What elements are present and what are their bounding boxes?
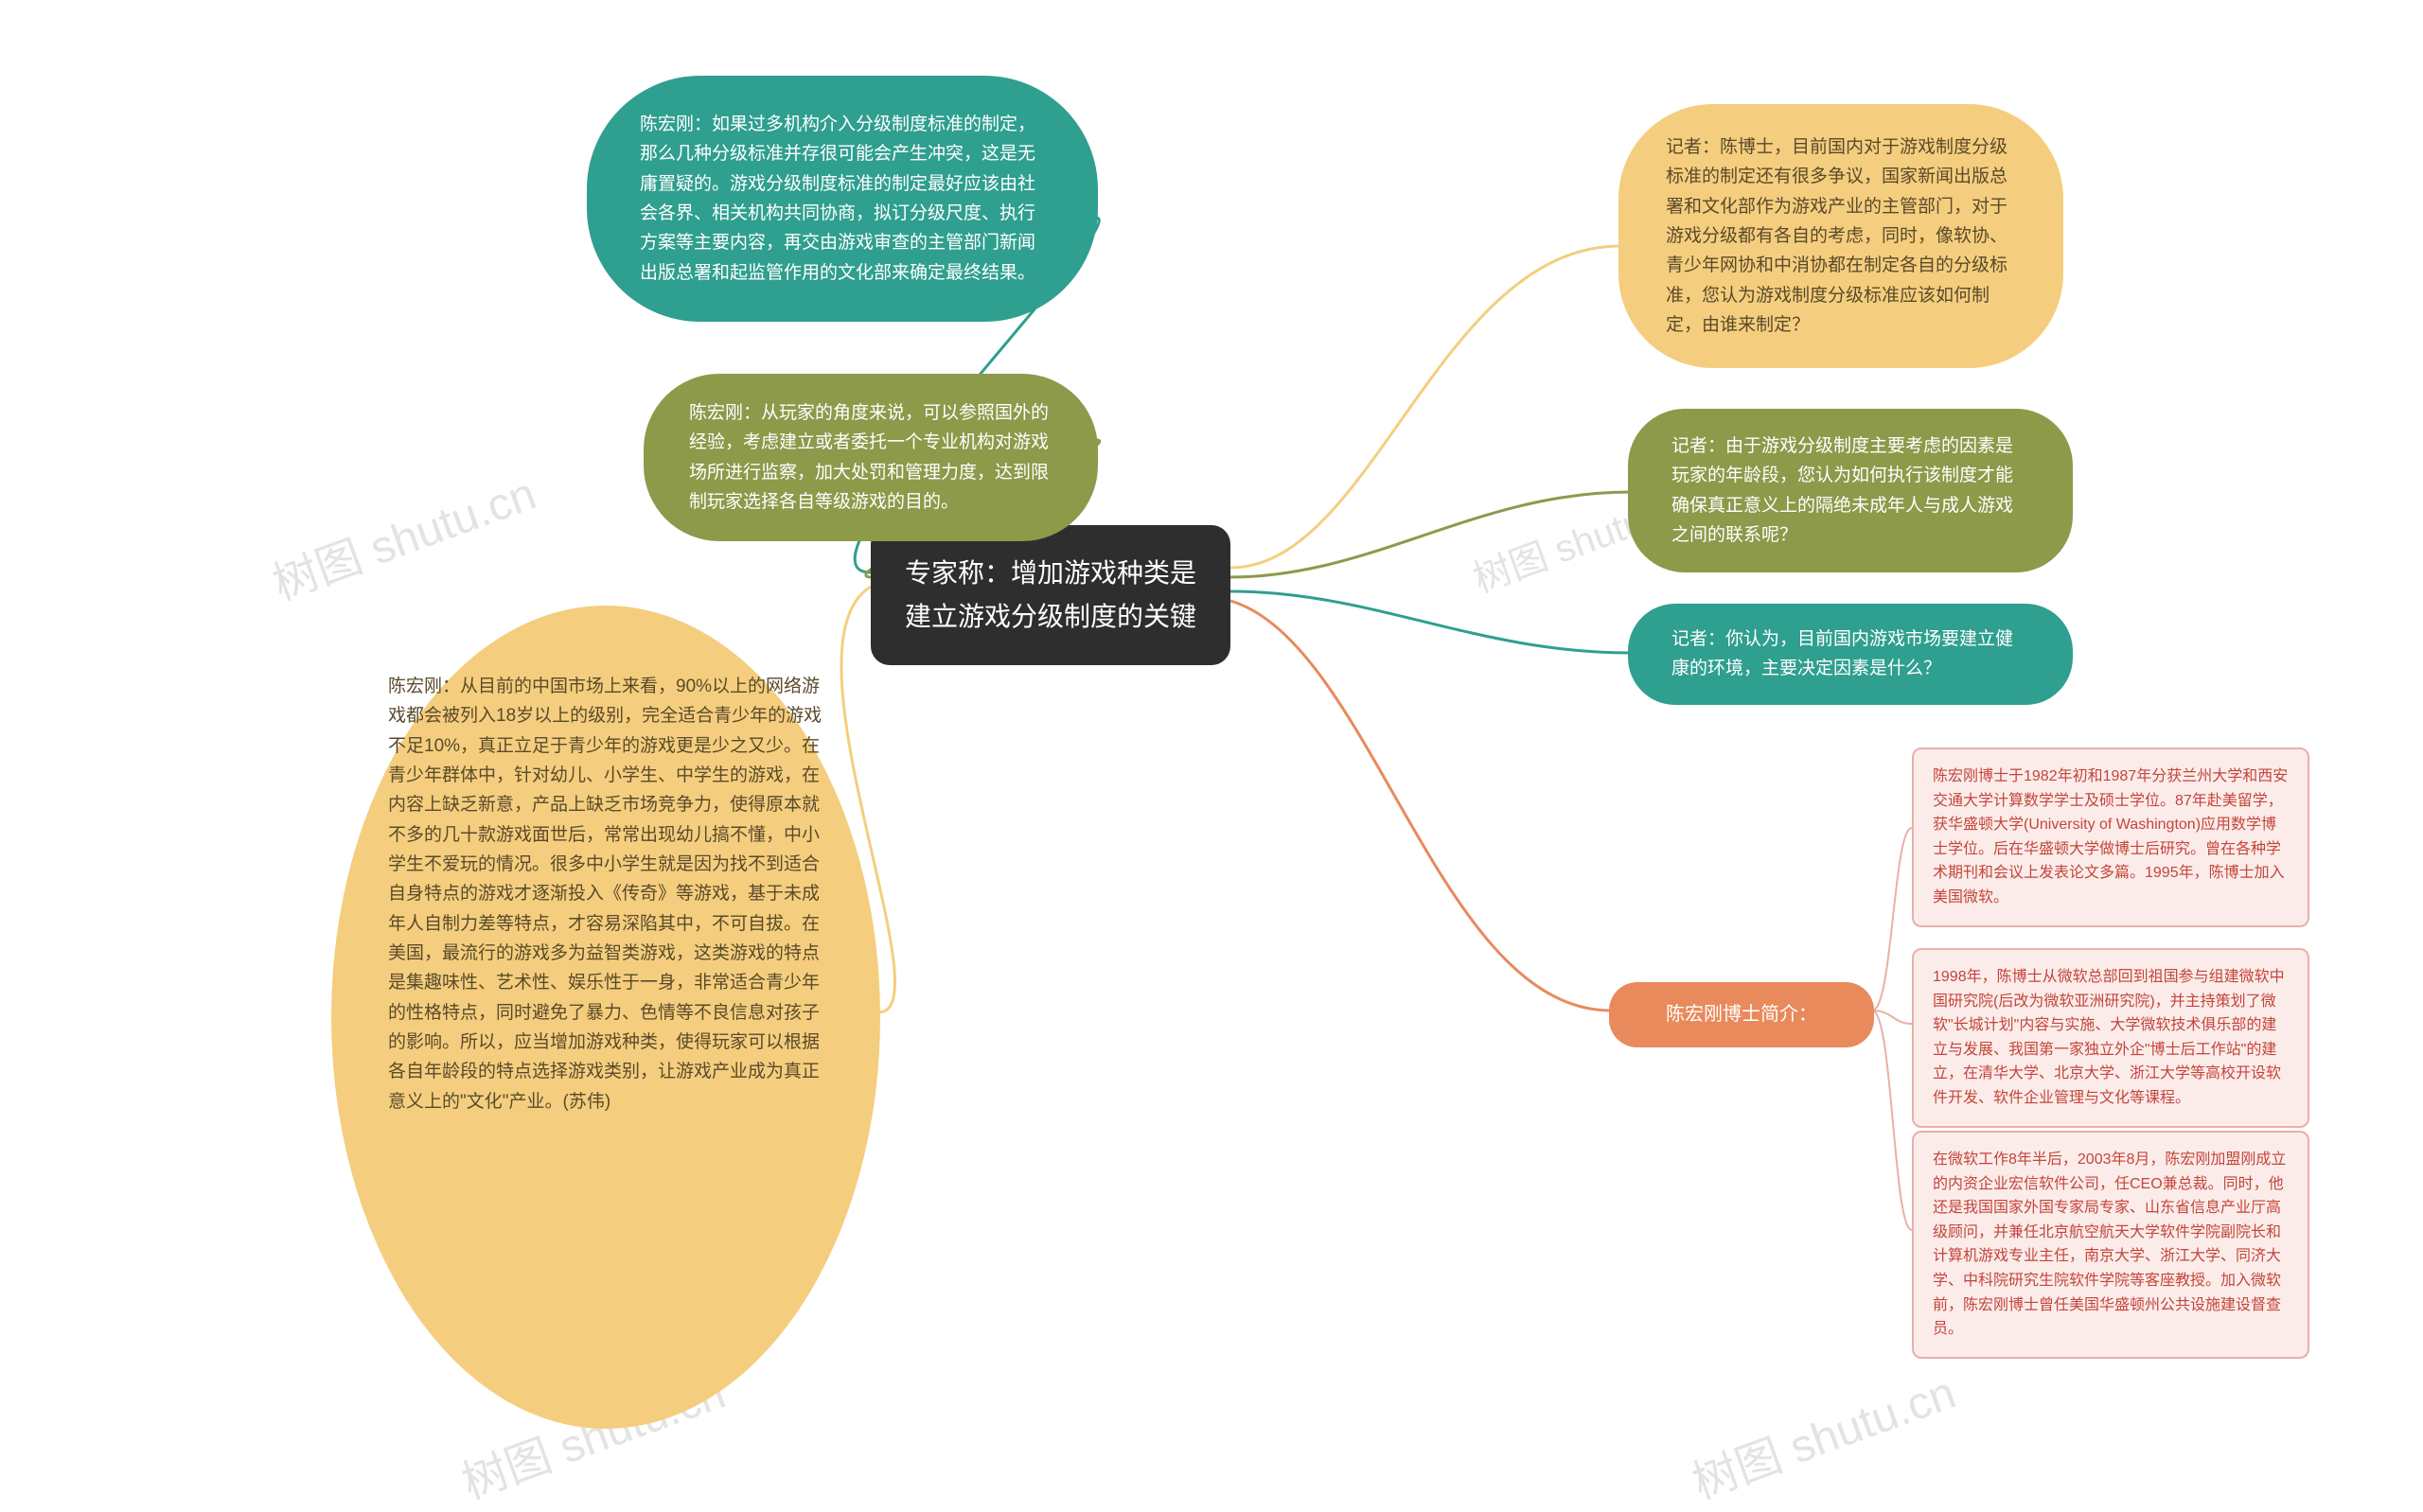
branch-right-yellow[interactable]: 记者：陈博士，目前国内对于游戏制度分级标准的制定还有很多争议，国家新闻出版总署和…: [1618, 104, 2063, 368]
branch-right-teal[interactable]: 记者：你认为，目前国内游戏市场要建立健康的环境，主要决定因素是什么？: [1628, 604, 2073, 705]
branch-right-olive[interactable]: 记者：由于游戏分级制度主要考虑的因素是玩家的年龄段，您认为如何执行该制度才能确保…: [1628, 409, 2073, 572]
bio-card-3[interactable]: 在微软工作8年半后，2003年8月，陈宏刚加盟刚成立的内资企业宏信软件公司，任C…: [1912, 1131, 2309, 1359]
branch-left-yellow-text: 陈宏刚：从目前的中国市场上来看，90%以上的网络游戏都会被列入18岁以上的级别，…: [388, 672, 823, 1116]
bio-card-1[interactable]: 陈宏刚博士于1982年初和1987年分获兰州大学和西安交通大学计算数学学士及硕士…: [1912, 747, 2309, 927]
center-topic[interactable]: 专家称：增加游戏种类是建立游戏分级制度的关键: [871, 525, 1230, 665]
watermark: 树图 shutu.cn: [262, 456, 543, 612]
branch-left-yellow[interactable]: 陈宏刚：从目前的中国市场上来看，90%以上的网络游戏都会被列入18岁以上的级别，…: [331, 606, 880, 1429]
bio-card-2[interactable]: 1998年，陈博士从微软总部回到祖国参与组建微软中国研究院(后改为微软亚洲研究院…: [1912, 948, 2309, 1128]
branch-left-teal[interactable]: 陈宏刚：如果过多机构介入分级制度标准的制定，那么几种分级标准并存很可能会产生冲突…: [587, 76, 1098, 322]
branch-right-orange[interactable]: 陈宏刚博士简介：: [1609, 982, 1874, 1047]
watermark: 树图 shutu.cn: [1682, 1355, 1963, 1511]
branch-left-olive[interactable]: 陈宏刚：从玩家的角度来说，可以参照国外的经验，考虑建立或者委托一个专业机构对游戏…: [644, 374, 1098, 541]
